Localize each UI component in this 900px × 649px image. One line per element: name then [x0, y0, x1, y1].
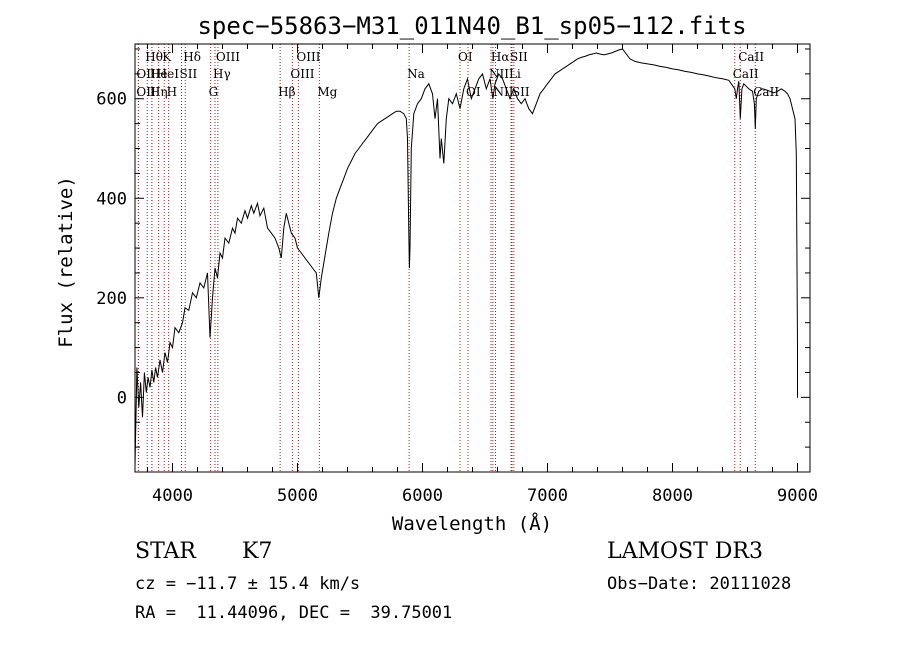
marker-label: H [167, 85, 177, 99]
coordinates-readout: RA = 11.44096, DEC = 39.75001 [135, 603, 453, 623]
marker-label: Hα [491, 50, 510, 64]
marker-label: OIII [290, 67, 314, 81]
redshift-readout: cz = −11.7 ± 15.4 km/s [135, 574, 361, 594]
marker-label: Hβ [278, 85, 295, 99]
y-tick-label: 200 [96, 289, 127, 309]
x-tick-label: 7000 [527, 486, 568, 506]
marker-label: CaII [733, 67, 759, 81]
x-axis-label: Wavelength (Å) [392, 512, 552, 535]
marker-label: HeI [157, 67, 180, 81]
x-tick-label: 6000 [402, 486, 443, 506]
marker-label: CaII [738, 50, 764, 64]
y-tick-label: 400 [96, 189, 127, 209]
y-tick-label: 0 [117, 388, 127, 408]
plot-frame [134, 43, 811, 473]
marker-label: Hθ [145, 50, 163, 64]
marker-label: Mg [317, 85, 337, 99]
marker-label: Hγ [213, 67, 231, 81]
y-tick-label: 600 [96, 90, 127, 110]
marker-label: Hδ [183, 50, 201, 64]
marker-label: OIII [136, 85, 160, 99]
y-axis-label: Flux (relative) [55, 176, 77, 348]
chart-title: spec−55863−M31_011N40_B1_sp05−112.fits [197, 12, 746, 40]
x-tick-label: 8000 [652, 486, 693, 506]
marker-label: K [162, 50, 172, 64]
object-class: STAR [135, 539, 196, 564]
marker-label: Na [407, 67, 425, 81]
marker-label: OI [458, 50, 473, 64]
spectrum-line [134, 48, 799, 468]
marker-label: Li [509, 67, 521, 81]
marker-label: SII [510, 50, 528, 64]
marker-label: OII [136, 67, 156, 81]
marker-label: SII [180, 67, 198, 81]
marker-label: OIII [296, 50, 320, 64]
marker-label: OIII [216, 50, 240, 64]
survey-name: LAMOST DR3 [607, 539, 763, 564]
object-subclass: K7 [242, 539, 273, 564]
axis-ticks: 4000 5000 6000 7000 8000 9000 0 200 400 600 [96, 44, 818, 506]
marker-label: CaII [753, 85, 779, 99]
marker-label: G [209, 85, 219, 99]
x-tick-label: 9000 [777, 486, 818, 506]
x-tick-label: 4000 [152, 486, 193, 506]
observation-date: Obs−Date: 20111028 [607, 574, 792, 594]
x-tick-label: 5000 [277, 486, 318, 506]
